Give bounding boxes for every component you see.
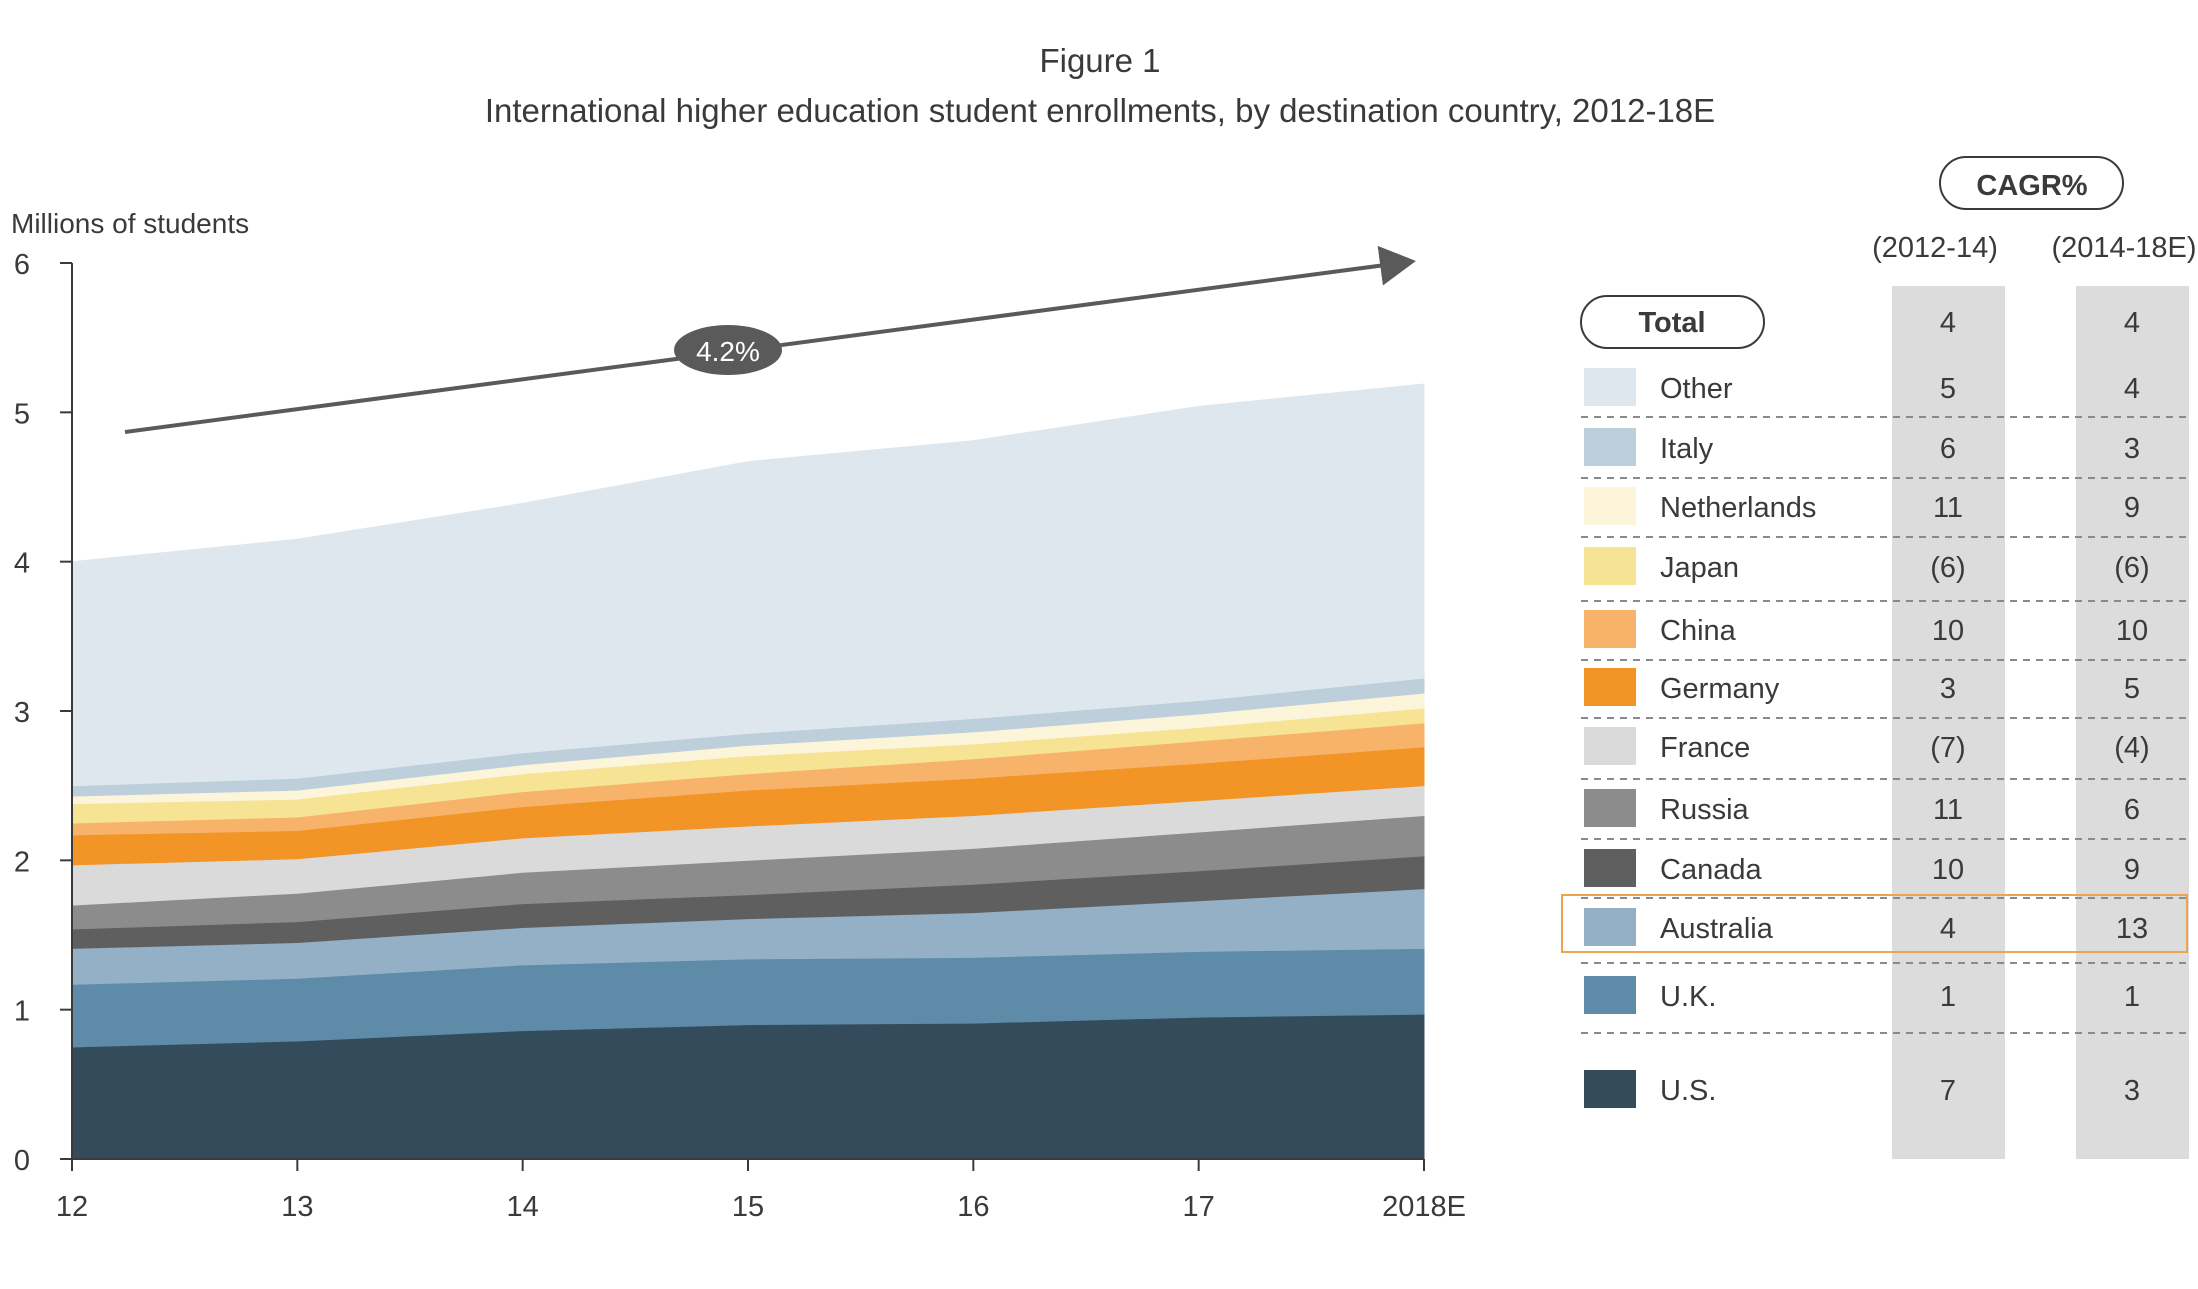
- y-tick-label-2: 2: [14, 846, 30, 878]
- legend-swatch-china: [1584, 610, 1636, 648]
- cagr-value-1-netherlands: 11: [1933, 492, 1963, 524]
- legend-label-japan: Japan: [1660, 552, 1739, 584]
- legend-label-france: France: [1660, 732, 1750, 764]
- table-row-australia: Australia 4 13: [1561, 894, 2188, 953]
- cagr-badge-label: 4.2%: [696, 336, 760, 367]
- figure-title: International higher education student e…: [485, 92, 1715, 129]
- cagr-value-1-china: 10: [1932, 615, 1964, 647]
- table-row-china: China 10 10: [1584, 610, 2148, 648]
- y-tick-label-1: 1: [14, 996, 30, 1028]
- legend-swatch-canada: [1584, 849, 1636, 887]
- area-series-other: [71, 383, 1425, 787]
- cagr-value-2-netherlands: 9: [2124, 492, 2140, 524]
- x-tick-label-12: 12: [56, 1191, 88, 1223]
- cagr-period-2: (2014-18E): [2051, 232, 2196, 264]
- x-tick-label-17: 17: [1183, 1191, 1215, 1223]
- cagr-value-2-russia: 6: [2124, 794, 2140, 826]
- figure-label: Figure 1: [1039, 42, 1160, 79]
- legend-label-china: China: [1660, 615, 1737, 647]
- legend-swatch-france: [1584, 727, 1636, 765]
- cagr-value-2-u-s: 3: [2124, 1075, 2140, 1107]
- legend-swatch-u-s: [1584, 1070, 1636, 1108]
- cagr-value-2-u-k: 1: [2124, 981, 2140, 1013]
- legend-label-australia: Australia: [1660, 913, 1774, 945]
- legend-label-u-s: U.S.: [1660, 1075, 1716, 1107]
- cagr-period-1: (2012-14): [1872, 232, 1998, 264]
- cagr-value-1-canada: 10: [1932, 854, 1964, 886]
- cagr-table: CAGR% (2012-14) (2014-18E) Total 4 4 Oth…: [1561, 156, 2197, 1159]
- cagr-value-2-china: 10: [2116, 615, 2148, 647]
- cagr-column-bg-2: [2076, 286, 2189, 1159]
- highlight-box: [1561, 894, 2188, 953]
- legend-swatch-japan: [1584, 547, 1636, 585]
- total-cagr-2: 4: [2124, 307, 2140, 339]
- cagr-value-1-other: 5: [1940, 373, 1956, 405]
- cagr-header-pill: [1939, 156, 2124, 210]
- cagr-value-2-other: 4: [2124, 373, 2140, 405]
- y-tick-label-4: 4: [14, 548, 30, 580]
- legend-swatch-australia: [1584, 908, 1636, 946]
- cagr-value-2-australia: 13: [2116, 913, 2148, 945]
- legend-swatch-russia: [1584, 789, 1636, 827]
- cagr-value-1-u-k: 1: [1940, 981, 1956, 1013]
- table-row-u-k: U.K. 1 1: [1584, 976, 2140, 1014]
- legend-label-italy: Italy: [1660, 433, 1714, 465]
- table-row-russia: Russia 11 6: [1584, 789, 2140, 827]
- legend-label-u-k: U.K.: [1660, 981, 1716, 1013]
- legend-label-other: Other: [1660, 373, 1733, 405]
- x-tick-label-15: 15: [732, 1191, 764, 1223]
- legend-swatch-other: [1584, 368, 1636, 406]
- table-row-germany: Germany 3 5: [1584, 668, 2140, 706]
- table-row-other: Other 5 4: [1584, 368, 2140, 406]
- cagr-badge-shape: [674, 325, 782, 375]
- y-tick-label-3: 3: [14, 697, 30, 729]
- legend-swatch-italy: [1584, 428, 1636, 466]
- cagr-value-1-france: (7): [1930, 732, 1965, 764]
- cagr-header-label: CAGR%: [1976, 170, 2087, 202]
- legend-label-germany: Germany: [1660, 673, 1780, 705]
- cagr-value-1-australia: 4: [1940, 913, 1956, 945]
- stacked-areas: [71, 383, 1425, 1160]
- cagr-value-2-japan: (6): [2114, 552, 2149, 584]
- cagr-value-2-france: (4): [2114, 732, 2149, 764]
- table-row-france: France (7) (4): [1584, 727, 2150, 765]
- cagr-badge: 4.2%: [674, 325, 782, 375]
- legend-swatch-netherlands: [1584, 487, 1636, 525]
- x-tick-label-13: 13: [281, 1191, 313, 1223]
- cagr-value-1-u-s: 7: [1940, 1075, 1956, 1107]
- x-tick-label-14: 14: [507, 1191, 539, 1223]
- cagr-value-2-germany: 5: [2124, 673, 2140, 705]
- legend-swatch-u-k: [1584, 976, 1636, 1014]
- table-row-japan: Japan (6) (6): [1584, 547, 2150, 585]
- total-pill: [1580, 295, 1765, 349]
- cagr-value-2-italy: 3: [2124, 433, 2140, 465]
- cagr-value-1-japan: (6): [1930, 552, 1965, 584]
- x-tick-label-2018e: 2018E: [1382, 1191, 1466, 1223]
- y-axis-title: Millions of students: [11, 208, 249, 239]
- x-tick-label-16: 16: [957, 1191, 989, 1223]
- total-cagr-1: 4: [1940, 307, 1956, 339]
- cagr-value-1-germany: 3: [1940, 673, 1956, 705]
- table-row-netherlands: Netherlands 11 9: [1584, 487, 2140, 525]
- table-row-canada: Canada 10 9: [1584, 849, 2140, 887]
- cagr-column-bg-1: [1892, 286, 2005, 1159]
- table-row-italy: Italy 6 3: [1584, 428, 2140, 466]
- total-label: Total: [1638, 307, 1705, 339]
- cagr-value-1-russia: 11: [1933, 794, 1963, 826]
- y-tick-label-5: 5: [14, 398, 30, 430]
- legend-label-canada: Canada: [1660, 854, 1762, 886]
- legend-label-netherlands: Netherlands: [1660, 492, 1816, 524]
- legend-swatch-germany: [1584, 668, 1636, 706]
- legend-label-russia: Russia: [1660, 794, 1750, 826]
- y-tick-label-6: 6: [14, 249, 30, 281]
- y-tick-label-0: 0: [14, 1145, 30, 1177]
- table-row-u-s: U.S. 7 3: [1584, 1070, 2140, 1108]
- cagr-value-1-italy: 6: [1940, 433, 1956, 465]
- cagr-value-2-canada: 9: [2124, 854, 2140, 886]
